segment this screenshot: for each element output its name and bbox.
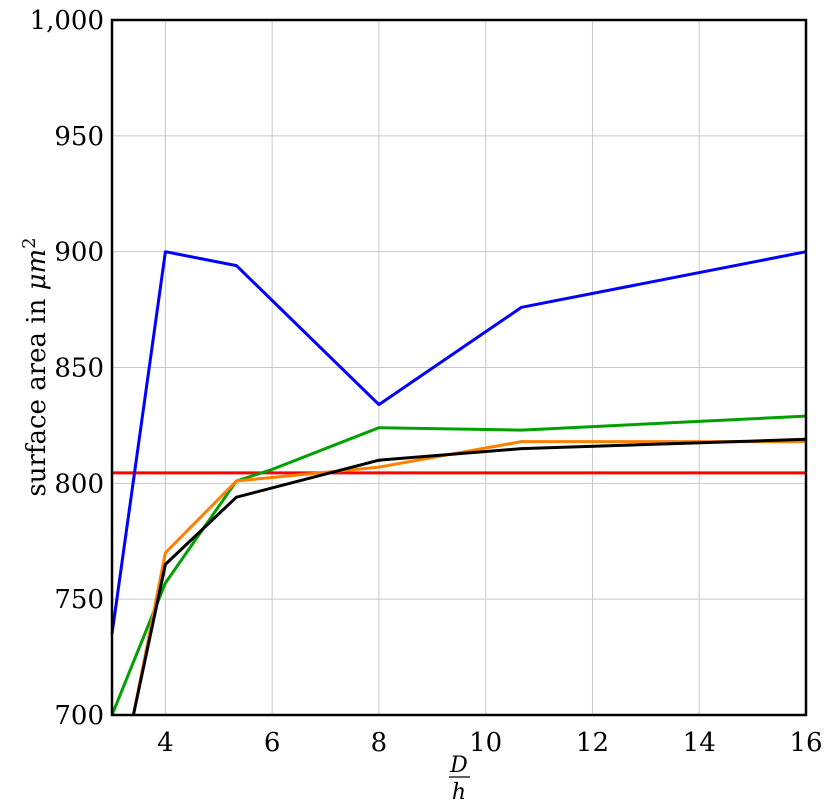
x-tick-label: 6 bbox=[264, 728, 281, 758]
x-axis-title-numerator: D bbox=[449, 753, 468, 778]
x-axis-title-denominator: h bbox=[452, 780, 466, 805]
y-tick-label: 700 bbox=[54, 701, 104, 731]
y-tick-label: 750 bbox=[54, 585, 104, 615]
plot-frame bbox=[110, 18, 808, 717]
x-tick-label: 14 bbox=[683, 728, 716, 758]
x-tick-label: 12 bbox=[576, 728, 609, 758]
y-tick-label: 800 bbox=[54, 469, 104, 499]
grid-lines bbox=[112, 19, 807, 716]
y-axis-tick-labels: 700 750 800 850 900 950 1,000 bbox=[30, 6, 104, 731]
y-axis-title-unit-exponent: 2 bbox=[19, 237, 40, 248]
y-tick-label: 900 bbox=[54, 238, 104, 268]
y-tick-label: 1,000 bbox=[30, 6, 104, 36]
x-tick-label: 4 bbox=[157, 728, 174, 758]
series-line-2 bbox=[110, 250, 807, 635]
x-tick-label: 16 bbox=[789, 728, 822, 758]
y-tick-label: 850 bbox=[54, 354, 104, 384]
x-tick-label: 10 bbox=[469, 728, 502, 758]
x-axis-tick-labels: 4 6 8 10 12 14 16 bbox=[157, 728, 822, 758]
series-line-4 bbox=[131, 440, 806, 716]
y-axis-title: surface area in μm2 bbox=[19, 237, 52, 496]
y-axis-title-unit: μm bbox=[22, 249, 52, 291]
x-tick-label: 8 bbox=[371, 728, 388, 758]
x-axis-title: D h bbox=[449, 753, 470, 805]
y-axis-title-text: surface area in bbox=[22, 290, 52, 496]
data-series bbox=[110, 250, 807, 716]
series-line-3 bbox=[110, 414, 807, 716]
y-tick-label: 950 bbox=[54, 122, 104, 152]
series-line-5 bbox=[131, 437, 807, 716]
